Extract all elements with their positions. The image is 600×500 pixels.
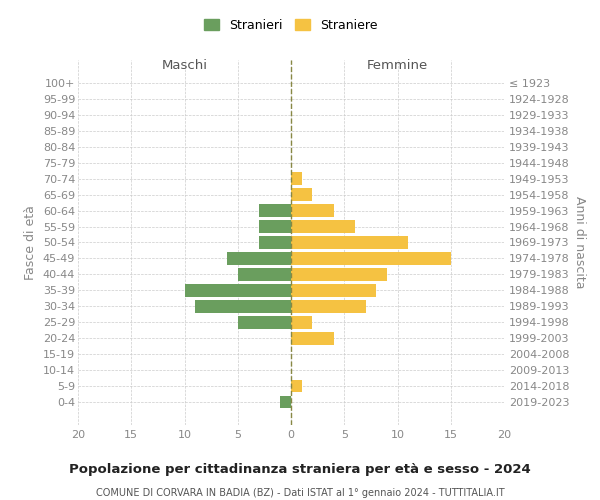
Bar	[291, 172, 302, 185]
Bar	[291, 380, 302, 392]
Bar	[291, 300, 365, 312]
Bar	[238, 268, 291, 281]
Bar	[291, 268, 387, 281]
Legend: Stranieri, Straniere: Stranieri, Straniere	[200, 15, 382, 36]
Bar	[227, 252, 291, 265]
Text: Femmine: Femmine	[367, 59, 428, 72]
Bar	[259, 236, 291, 249]
Bar	[291, 236, 408, 249]
Bar	[291, 252, 451, 265]
Text: Maschi: Maschi	[161, 59, 208, 72]
Bar	[259, 204, 291, 217]
Bar	[291, 284, 376, 296]
Bar	[185, 284, 291, 296]
Bar	[291, 188, 313, 201]
Bar	[291, 332, 334, 344]
Text: Popolazione per cittadinanza straniera per età e sesso - 2024: Popolazione per cittadinanza straniera p…	[69, 462, 531, 475]
Bar	[238, 316, 291, 328]
Bar	[259, 220, 291, 233]
Y-axis label: Fasce di età: Fasce di età	[24, 205, 37, 280]
Bar	[195, 300, 291, 312]
Bar	[291, 316, 313, 328]
Bar	[280, 396, 291, 408]
Bar	[291, 220, 355, 233]
Text: COMUNE DI CORVARA IN BADIA (BZ) - Dati ISTAT al 1° gennaio 2024 - TUTTITALIA.IT: COMUNE DI CORVARA IN BADIA (BZ) - Dati I…	[95, 488, 505, 498]
Bar	[291, 204, 334, 217]
Y-axis label: Anni di nascita: Anni di nascita	[573, 196, 586, 289]
